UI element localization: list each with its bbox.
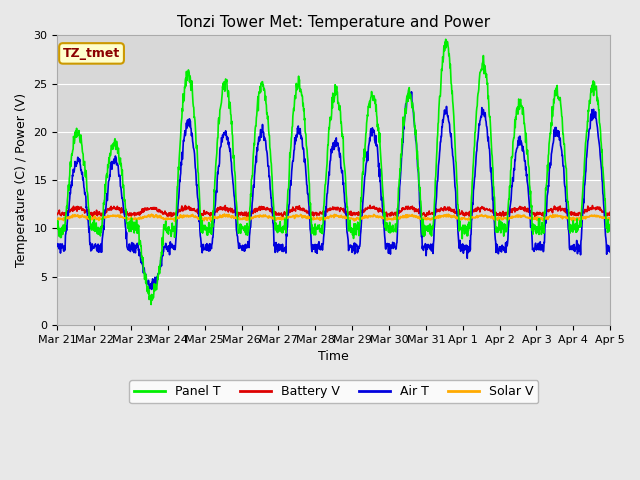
Air T xyxy=(493,241,500,247)
Air T xyxy=(163,244,171,250)
Solar V xyxy=(541,216,549,221)
Panel T xyxy=(54,226,61,232)
Battery V xyxy=(420,212,428,217)
Air T xyxy=(239,242,246,248)
Panel T xyxy=(177,132,184,138)
Line: Solar V: Solar V xyxy=(58,214,610,222)
Air T xyxy=(541,220,549,226)
Panel T xyxy=(606,227,614,233)
Air T xyxy=(148,287,156,292)
Air T xyxy=(420,244,428,250)
Panel T xyxy=(147,301,155,307)
Title: Tonzi Tower Met: Temperature and Power: Tonzi Tower Met: Temperature and Power xyxy=(177,15,490,30)
Battery V xyxy=(606,209,614,215)
Battery V xyxy=(541,210,549,216)
Solar V xyxy=(177,214,184,219)
Y-axis label: Temperature (C) / Power (V): Temperature (C) / Power (V) xyxy=(15,93,28,267)
Panel T xyxy=(239,224,246,230)
Solar V xyxy=(493,215,500,221)
Text: TZ_tmet: TZ_tmet xyxy=(63,47,120,60)
Solar V xyxy=(221,211,228,217)
Solar V xyxy=(420,216,428,222)
Solar V xyxy=(239,216,247,221)
Panel T xyxy=(493,228,500,233)
Solar V xyxy=(54,216,61,222)
Battery V xyxy=(163,211,171,216)
Battery V xyxy=(366,203,374,208)
Solar V xyxy=(606,216,614,221)
Air T xyxy=(54,243,61,249)
Solar V xyxy=(163,216,171,222)
Solar V xyxy=(207,219,215,225)
Legend: Panel T, Battery V, Air T, Solar V: Panel T, Battery V, Air T, Solar V xyxy=(129,380,538,403)
Air T xyxy=(606,249,614,255)
Line: Panel T: Panel T xyxy=(58,39,610,304)
Panel T xyxy=(442,36,449,42)
Battery V xyxy=(54,212,61,217)
Battery V xyxy=(493,212,500,217)
Panel T xyxy=(163,228,171,233)
Line: Air T: Air T xyxy=(58,90,610,289)
X-axis label: Time: Time xyxy=(318,350,349,363)
Air T xyxy=(405,87,413,93)
Air T xyxy=(177,170,184,176)
Battery V xyxy=(278,215,286,220)
Line: Battery V: Battery V xyxy=(58,205,610,217)
Battery V xyxy=(177,208,184,214)
Battery V xyxy=(238,211,246,216)
Panel T xyxy=(541,204,549,210)
Panel T xyxy=(420,234,428,240)
